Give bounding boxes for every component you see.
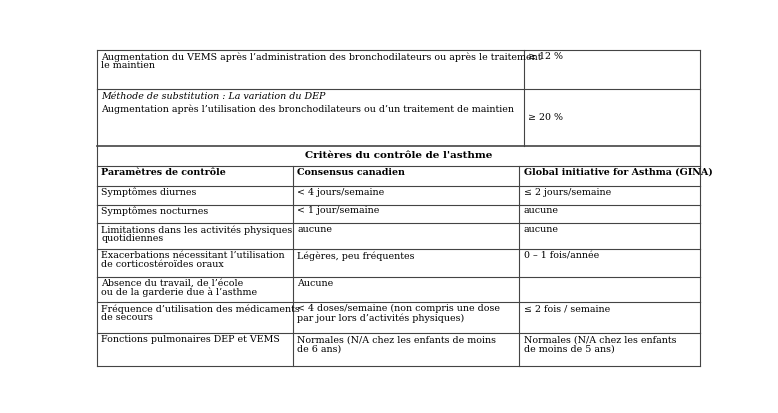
Text: < 4 jours/semaine: < 4 jours/semaine bbox=[297, 188, 384, 197]
Text: Limitations dans les activités physiques: Limitations dans les activités physiques bbox=[101, 225, 293, 235]
Text: Méthode de substitution : La variation du DEP: Méthode de substitution : La variation d… bbox=[101, 92, 326, 101]
Text: Paramètres de contrôle: Paramètres de contrôle bbox=[101, 168, 226, 177]
Text: ≤ 2 fois / semaine: ≤ 2 fois / semaine bbox=[524, 304, 610, 313]
Text: ou de la garderie due à l’asthme: ou de la garderie due à l’asthme bbox=[101, 287, 258, 297]
Text: aucune: aucune bbox=[297, 225, 332, 234]
Text: de corticostéroïdes oraux: de corticostéroïdes oraux bbox=[101, 260, 224, 269]
Text: Augmentation du VEMS après l’administration des bronchodilateurs ou après le tra: Augmentation du VEMS après l’administrat… bbox=[101, 52, 542, 62]
Text: Normales (N/A chez les enfants de moins: Normales (N/A chez les enfants de moins bbox=[297, 335, 496, 344]
Text: le maintien: le maintien bbox=[101, 61, 156, 70]
Text: Critères du contrôle de l'asthme: Critères du contrôle de l'asthme bbox=[305, 151, 492, 160]
Text: aucune: aucune bbox=[524, 225, 559, 234]
Text: Fréquence d’utilisation des médicaments: Fréquence d’utilisation des médicaments bbox=[101, 304, 300, 314]
Text: quotidiennes: quotidiennes bbox=[101, 234, 163, 243]
Text: ≥ 12 %: ≥ 12 % bbox=[527, 52, 562, 61]
Text: < 4 doses/semaine (non compris une dose: < 4 doses/semaine (non compris une dose bbox=[297, 304, 500, 313]
Text: Légères, peu fréquentes: Légères, peu fréquentes bbox=[297, 251, 415, 261]
Text: de secours: de secours bbox=[101, 313, 153, 322]
Text: Global initiative for Asthma (GINA): Global initiative for Asthma (GINA) bbox=[524, 168, 713, 177]
Text: aucune: aucune bbox=[524, 206, 559, 216]
Text: Normales (N/A chez les enfants: Normales (N/A chez les enfants bbox=[524, 335, 676, 344]
Text: ≥ 20 %: ≥ 20 % bbox=[527, 113, 562, 122]
Text: Consensus canadien: Consensus canadien bbox=[297, 168, 405, 177]
Text: Symptômes diurnes: Symptômes diurnes bbox=[101, 188, 197, 197]
Text: Augmentation après l’utilisation des bronchodilateurs ou d’un traitement de main: Augmentation après l’utilisation des bro… bbox=[101, 105, 514, 114]
Text: ≤ 2 jours/semaine: ≤ 2 jours/semaine bbox=[524, 188, 611, 197]
Text: 0 – 1 fois/année: 0 – 1 fois/année bbox=[524, 251, 599, 260]
Text: Aucune: Aucune bbox=[297, 278, 334, 287]
Text: de 6 ans): de 6 ans) bbox=[297, 344, 342, 353]
Text: Fonctions pulmonaires DEP et VEMS: Fonctions pulmonaires DEP et VEMS bbox=[101, 335, 280, 344]
Text: Absence du travail, de l’école: Absence du travail, de l’école bbox=[101, 278, 244, 287]
Text: < 1 jour/semaine: < 1 jour/semaine bbox=[297, 206, 380, 216]
Text: Exacerbations nécessitant l’utilisation: Exacerbations nécessitant l’utilisation bbox=[101, 251, 285, 260]
Text: Symptômes nocturnes: Symptômes nocturnes bbox=[101, 206, 209, 216]
Text: de moins de 5 ans): de moins de 5 ans) bbox=[524, 344, 615, 353]
Text: par jour lors d’activités physiques): par jour lors d’activités physiques) bbox=[297, 313, 464, 323]
